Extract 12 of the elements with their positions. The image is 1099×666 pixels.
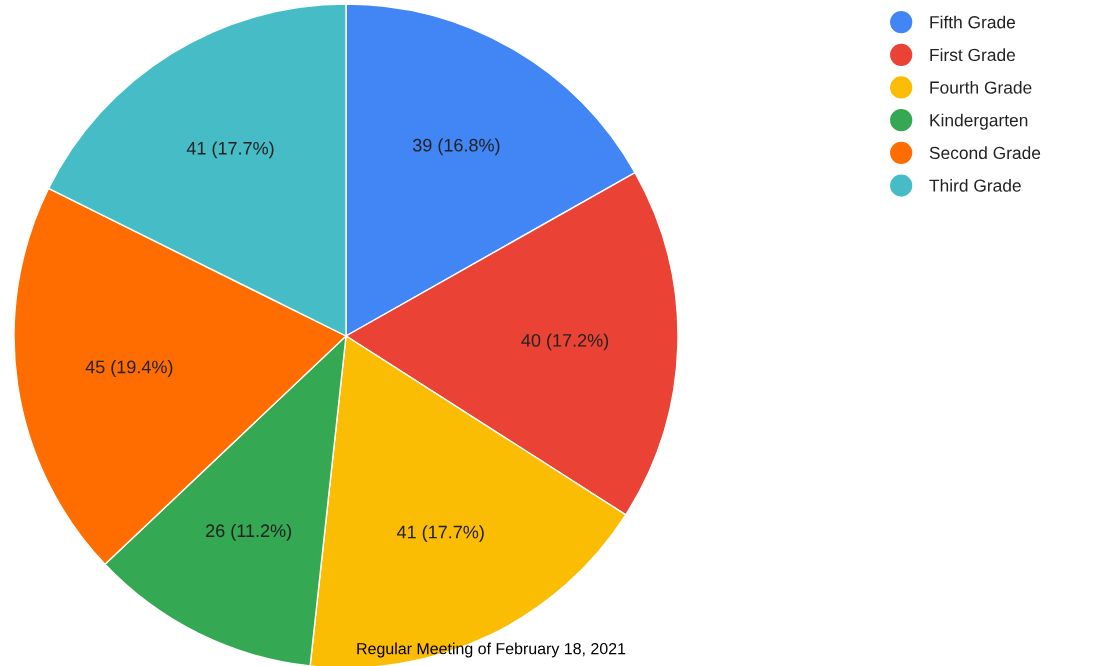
legend-label: Second Grade (929, 146, 1041, 160)
data-label: 45 (19.4%) (85, 360, 173, 377)
legend-label: Kindergarten (930, 113, 1028, 130)
legend-label: Fourth Grade (930, 80, 1032, 94)
legend-label: Third Grade (929, 179, 1021, 192)
legend-label: Fifth Grade (930, 15, 1016, 29)
data-label: 41 (17.7%) (396, 525, 484, 543)
data-label: 40 (17.2%) (521, 333, 609, 351)
data-label: 26 (11.2%) (206, 523, 292, 541)
data-label: 39 (16.8%) (412, 138, 500, 156)
data-label: 41 (17.7%) (186, 141, 274, 159)
legend-label: First Grade (930, 48, 1016, 62)
